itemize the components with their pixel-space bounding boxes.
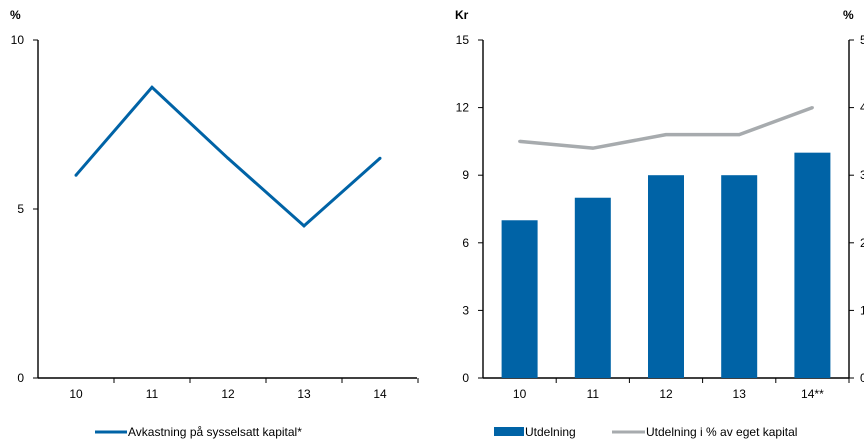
legend-swatch-dividend — [494, 427, 524, 436]
right-left-y-tick-label: 15 — [456, 33, 470, 47]
dividend-bar — [794, 152, 831, 378]
legend-label-return-on-capital: Avkastning på sysselsatt kapital* — [128, 425, 302, 439]
right-x-tick-label: 13 — [733, 387, 747, 401]
right-left-y-tick-label: 9 — [462, 168, 469, 182]
right-right-y-tick-label: 3 — [860, 168, 864, 182]
legend-label-dividend-pct-equity: Utdelning i % av eget kapital — [646, 425, 797, 439]
left-x-tick-label: 13 — [297, 387, 311, 401]
left-chart-legend: Avkastning på sysselsatt kapital* — [95, 425, 302, 439]
left-y-tick-label: 5 — [17, 202, 24, 216]
legend-label-dividend: Utdelning — [525, 425, 576, 439]
dividend-pct-equity-point — [810, 106, 814, 110]
left-series-point — [302, 224, 306, 228]
left-x-tick-label: 12 — [221, 387, 235, 401]
dividend-pct-equity-point — [664, 133, 668, 137]
right-left-y-tick-label: 0 — [462, 371, 469, 385]
dividend-bar — [501, 220, 538, 378]
left-chart-series — [74, 85, 382, 228]
left-chart-y-ticks: 0 5 10 — [11, 33, 38, 385]
right-x-tick-label: 10 — [513, 387, 527, 401]
right-right-y-tick-label: 4 — [860, 101, 864, 115]
right-right-y-tick-label: 2 — [860, 236, 864, 250]
left-chart-x-ticks: 10 11 12 13 14 — [69, 378, 419, 401]
left-y-tick-label: 0 — [17, 371, 24, 385]
dividend-pct-equity-point — [518, 139, 522, 143]
right-chart-right-y-ticks: 0 1 2 3 4 5 — [849, 33, 864, 385]
right-right-y-tick-label: 1 — [860, 303, 864, 317]
right-x-tick-label: 14** — [801, 387, 824, 401]
left-x-tick-label: 14 — [373, 387, 387, 401]
dividend-bar — [574, 197, 611, 378]
left-chart: % 0 5 10 10 11 12 13 14 Avkastning på sysselsa… — [10, 8, 419, 439]
right-chart-left-y-ticks: 0 3 6 9 12 15 — [456, 33, 483, 385]
right-right-y-tick-label: 5 — [860, 33, 864, 47]
dividend-bar — [721, 175, 758, 378]
right-left-y-tick-label: 12 — [456, 101, 470, 115]
dividend-pct-equity-point — [737, 133, 741, 137]
left-series-line — [74, 85, 381, 228]
left-series-point — [150, 85, 154, 89]
left-y-tick-label: 10 — [11, 33, 25, 47]
right-left-y-tick-label: 3 — [462, 303, 469, 317]
right-right-y-tick-label: 0 — [860, 371, 864, 385]
right-x-tick-label: 12 — [659, 387, 673, 401]
left-series-point — [378, 156, 382, 160]
right-chart-left-unit-label: Kr — [455, 8, 469, 22]
right-chart-x-ticks: 10 11 12 13 14** — [513, 378, 850, 401]
left-x-tick-label: 11 — [146, 387, 159, 401]
left-series-point — [74, 173, 78, 177]
left-series-point — [226, 156, 230, 160]
right-chart-line-series — [518, 105, 814, 150]
right-x-tick-label: 11 — [587, 387, 600, 401]
dividend-pct-equity-line — [519, 105, 814, 150]
left-chart-unit-label: % — [10, 8, 21, 22]
right-left-y-tick-label: 6 — [462, 236, 469, 250]
dividend-pct-equity-point — [591, 146, 595, 150]
right-chart-right-unit-label: % — [843, 8, 854, 22]
left-x-tick-label: 10 — [69, 387, 83, 401]
right-chart-bars — [501, 152, 831, 378]
right-chart-legend: Utdelning Utdelning i % av eget kapital — [494, 425, 797, 439]
dividend-bar — [648, 175, 684, 378]
